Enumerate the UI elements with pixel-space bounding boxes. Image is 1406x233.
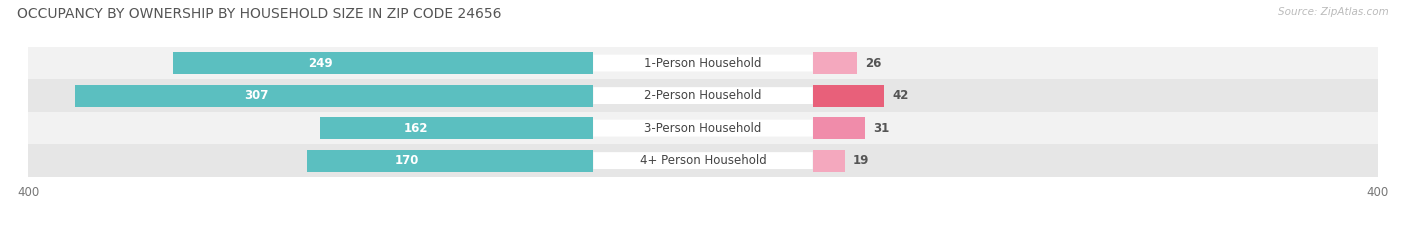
- Bar: [813, 52, 856, 74]
- Text: 19: 19: [853, 154, 869, 167]
- Bar: [28, 112, 1378, 144]
- Bar: [76, 85, 593, 107]
- Text: 162: 162: [404, 122, 427, 135]
- Text: 307: 307: [245, 89, 269, 102]
- Text: 3-Person Household: 3-Person Household: [644, 122, 762, 135]
- Text: 170: 170: [395, 154, 419, 167]
- Text: 1-Person Household: 1-Person Household: [644, 57, 762, 70]
- Bar: [28, 47, 1378, 79]
- FancyBboxPatch shape: [593, 87, 813, 104]
- Text: 31: 31: [873, 122, 890, 135]
- Text: 2-Person Household: 2-Person Household: [644, 89, 762, 102]
- Text: 4+ Person Household: 4+ Person Household: [640, 154, 766, 167]
- Bar: [813, 150, 845, 172]
- Bar: [813, 117, 865, 139]
- Bar: [28, 144, 1378, 177]
- Text: 42: 42: [891, 89, 908, 102]
- Bar: [307, 150, 593, 172]
- FancyBboxPatch shape: [593, 152, 813, 169]
- FancyBboxPatch shape: [593, 120, 813, 137]
- Text: 26: 26: [865, 57, 882, 70]
- Bar: [813, 85, 883, 107]
- Text: Source: ZipAtlas.com: Source: ZipAtlas.com: [1278, 7, 1389, 17]
- Bar: [28, 79, 1378, 112]
- Text: OCCUPANCY BY OWNERSHIP BY HOUSEHOLD SIZE IN ZIP CODE 24656: OCCUPANCY BY OWNERSHIP BY HOUSEHOLD SIZE…: [17, 7, 502, 21]
- FancyBboxPatch shape: [593, 55, 813, 72]
- Bar: [173, 52, 593, 74]
- Bar: [321, 117, 593, 139]
- Text: 249: 249: [308, 57, 333, 70]
